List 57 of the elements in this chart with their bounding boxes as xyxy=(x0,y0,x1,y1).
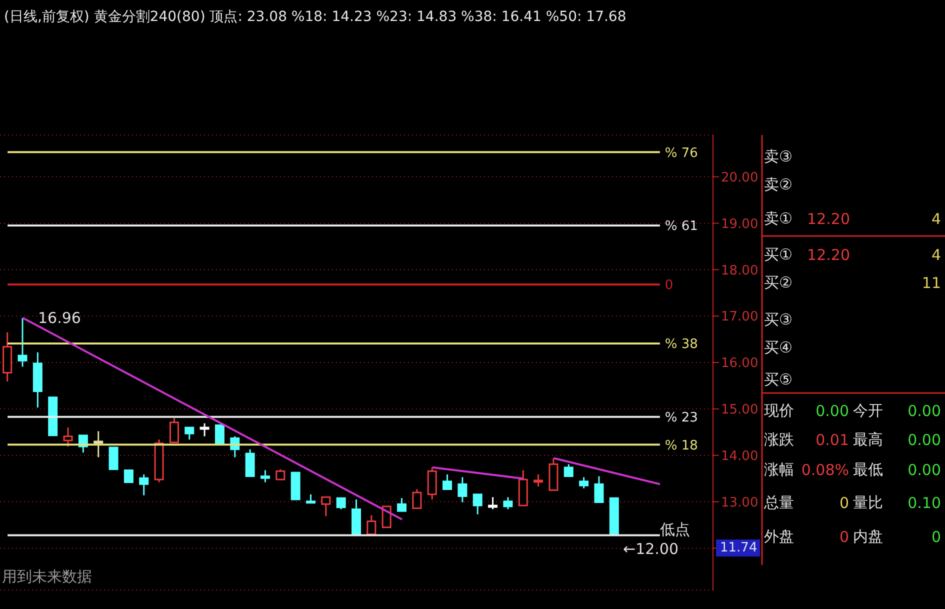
annotation: 0 xyxy=(664,278,674,294)
annotation: ←12.00 xyxy=(623,540,679,558)
text: 0.00 xyxy=(908,402,941,420)
text: 0.00 xyxy=(816,402,849,420)
y-tick-label: 17.00 xyxy=(721,310,758,325)
text: 12.20 xyxy=(807,246,850,264)
y-tick-label: 18.00 xyxy=(721,263,758,278)
y-tick-label: 20.00 xyxy=(721,170,758,186)
text: 11 xyxy=(922,274,941,292)
text: 买② xyxy=(764,274,792,292)
annotation: 低点 xyxy=(660,520,690,540)
annotation: 16.96 xyxy=(38,309,81,327)
text: 4 xyxy=(931,210,941,228)
text: 0 xyxy=(839,494,849,512)
text: 11.74 xyxy=(716,540,760,556)
y-tick-label: 19.00 xyxy=(721,216,758,232)
text: 总量 xyxy=(764,494,794,512)
text: 0.00 xyxy=(908,461,941,479)
annotation: 用到未来数据 xyxy=(2,568,92,586)
text: 买③ xyxy=(764,310,792,330)
text: 最高 xyxy=(853,430,883,450)
text: 今开 xyxy=(853,402,883,420)
text: 涨幅 xyxy=(764,460,794,480)
annotation: % 23 xyxy=(664,410,698,426)
text: 涨跌 xyxy=(764,430,794,450)
candlestick xyxy=(32,352,42,408)
text: 现价 xyxy=(764,402,794,420)
text: 卖③ xyxy=(764,148,792,166)
text: 0.01 xyxy=(816,431,849,449)
text: 量比 xyxy=(853,494,883,512)
text: 4 xyxy=(931,246,941,264)
text: 买① xyxy=(764,246,792,264)
annotation: % 38 xyxy=(664,337,698,352)
text: 12.20 xyxy=(807,210,850,228)
y-tick-label: 13.00 xyxy=(721,495,758,510)
text: 0 xyxy=(839,528,849,546)
text: 0.10 xyxy=(908,494,941,512)
text: 外盘 xyxy=(764,528,794,546)
text: 最低 xyxy=(853,460,883,480)
text: 买⑤ xyxy=(764,370,792,390)
text: 买④ xyxy=(764,338,792,358)
annotation: % 61 xyxy=(664,219,698,234)
text: 0 xyxy=(931,528,941,546)
y-tick-label: 14.00 xyxy=(721,448,758,464)
text: 0.00 xyxy=(908,431,941,449)
y-tick-label: 16.00 xyxy=(721,356,758,372)
text: 卖① xyxy=(764,210,792,228)
y-tick-label: 15.00 xyxy=(721,402,758,418)
candlestick xyxy=(94,430,104,458)
text: 卖② xyxy=(764,176,792,194)
annotation: % 76 xyxy=(664,146,698,161)
chart-title: (日线,前复权) 黄金分割240(80) 顶点: 23.08 %18: 14.23 %23: 14.83 %38: 16.41 %50: 17.68 xyxy=(4,8,626,26)
annotation: % 18 xyxy=(664,438,698,454)
text: 内盘 xyxy=(853,528,883,546)
text: 0.08% xyxy=(801,461,849,479)
candlestick xyxy=(2,332,12,382)
candlestick xyxy=(458,476,468,503)
